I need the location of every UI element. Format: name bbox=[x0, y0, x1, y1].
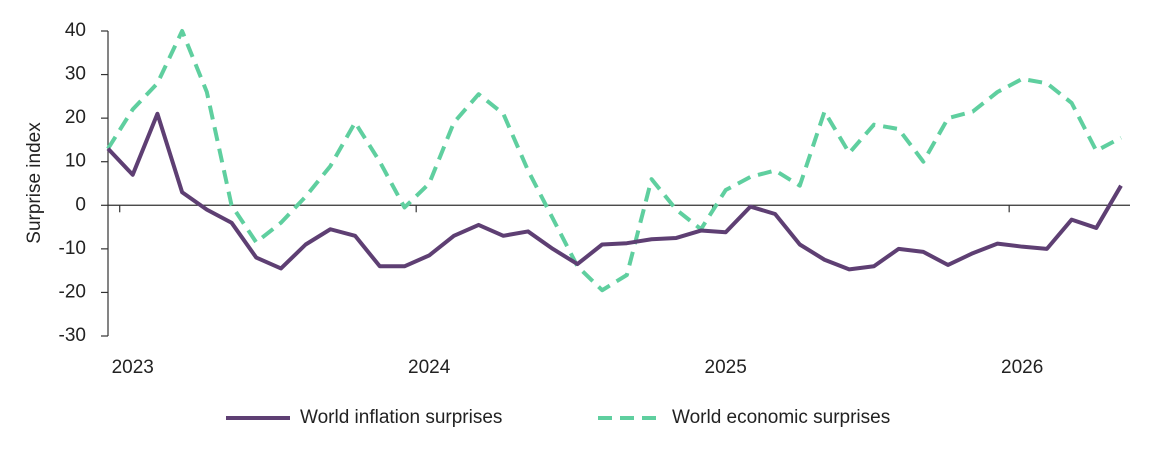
y-tick-label: 40 bbox=[65, 20, 86, 41]
series-line bbox=[106, 29, 1122, 293]
series-line bbox=[106, 111, 1123, 272]
y-tick-label: -20 bbox=[59, 281, 86, 302]
x-tick-label: 2023 bbox=[112, 357, 154, 378]
y-tick-label: 10 bbox=[65, 151, 86, 172]
x-tick-label: 2024 bbox=[408, 357, 451, 378]
y-tick-label: -10 bbox=[59, 238, 86, 259]
x-tick-label: 2026 bbox=[1001, 357, 1043, 378]
y-tick-label: 30 bbox=[65, 64, 86, 85]
legend-label: World economic surprises bbox=[672, 407, 890, 428]
y-tick-label: 20 bbox=[65, 107, 86, 128]
legend-label: World inflation surprises bbox=[300, 407, 502, 428]
x-tick-label: 2025 bbox=[705, 357, 747, 378]
y-tick-label: 0 bbox=[75, 194, 86, 215]
y-axis-label: Surprise index bbox=[24, 122, 45, 244]
y-tick-label: -30 bbox=[59, 325, 86, 346]
